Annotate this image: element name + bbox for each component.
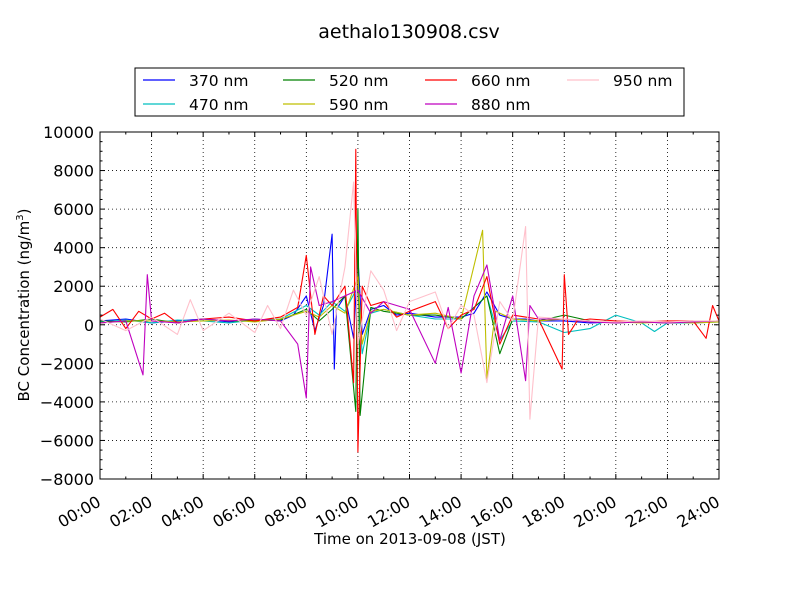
series-lines — [99, 148, 720, 453]
x-tick-label: 10:00 — [312, 492, 361, 532]
legend-entry-label: 950 nm — [613, 72, 672, 90]
y-tick-label: −8000 — [40, 470, 94, 489]
y-tick-labels: 10000 8000 6000 4000 2000 0 −2000 −4000 −6000 −80… — [40, 123, 94, 489]
x-tick-label: 00:00 — [55, 492, 104, 532]
x-tick-label: 24:00 — [674, 492, 723, 532]
y-axis-label-close: ) — [15, 209, 33, 215]
axis-ticks — [99, 131, 720, 480]
x-tick-label: 22:00 — [622, 492, 671, 532]
legend: 370 nm 470 nm 520 nm 590 nm 660 nm 880 nm 950 … — [134, 67, 685, 117]
x-tick-label: 08:00 — [261, 492, 310, 532]
x-tick-label: 04:00 — [158, 492, 207, 532]
x-axis-label: Time on 2013-09-08 (JST) — [313, 530, 506, 548]
legend-box — [134, 67, 685, 117]
y-tick-label: −4000 — [40, 393, 94, 412]
legend-entry-label: 880 nm — [471, 96, 530, 114]
x-tick-label: 14:00 — [416, 492, 465, 532]
y-axis-label-main: BC Concentration (ng/m — [15, 221, 33, 402]
y-tick-label: 6000 — [53, 200, 94, 219]
y-axis-label: BC Concentration (ng/m3) — [15, 209, 33, 402]
legend-entry-label: 520 nm — [329, 72, 388, 90]
legend-entry-label: 590 nm — [329, 96, 388, 114]
y-tick-label: 8000 — [53, 162, 94, 181]
x-tick-label: 02:00 — [106, 492, 155, 532]
x-tick-label: 18:00 — [519, 492, 568, 532]
x-tick-labels: 00:00 02:00 04:00 06:00 08:00 10:00 12:00 14:00… — [55, 492, 723, 532]
y-tick-label: −6000 — [40, 431, 94, 450]
y-tick-label: −2000 — [40, 354, 94, 373]
legend-entry-label: 660 nm — [471, 72, 530, 90]
y-axis-label-sup: 3 — [15, 214, 26, 220]
x-tick-label: 16:00 — [467, 492, 516, 532]
y-tick-label: 2000 — [53, 277, 94, 296]
chart-title: aethalo130908.csv — [318, 21, 500, 43]
legend-entry-label: 370 nm — [189, 72, 248, 90]
y-tick-label: 4000 — [53, 239, 94, 258]
series-line-950-nm — [99, 181, 719, 420]
legend-entry-label: 470 nm — [189, 96, 248, 114]
y-tick-label: 10000 — [43, 123, 94, 142]
x-tick-label: 06:00 — [209, 492, 258, 532]
x-tick-label: 20:00 — [570, 492, 619, 532]
y-tick-label: 0 — [84, 316, 94, 335]
x-tick-label: 12:00 — [364, 492, 413, 532]
